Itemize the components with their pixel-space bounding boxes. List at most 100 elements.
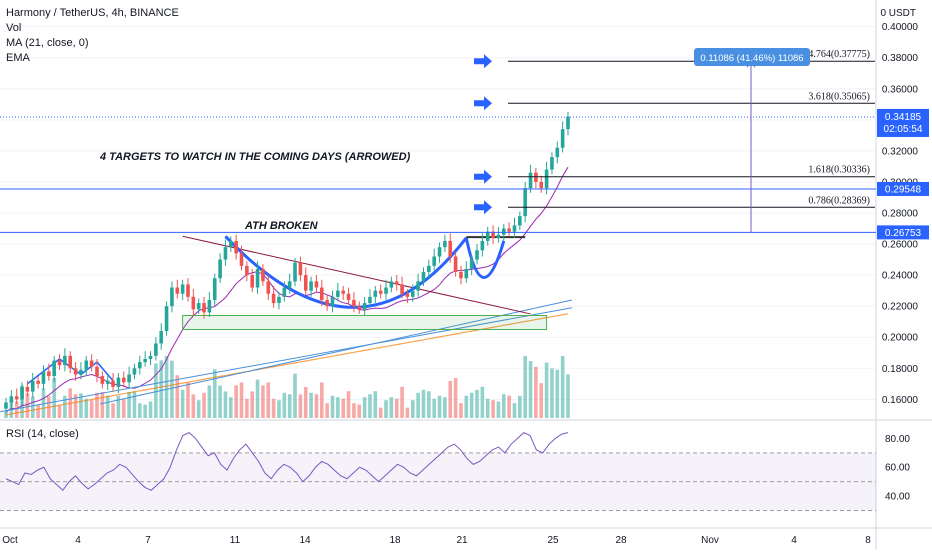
candle-body [4, 402, 8, 409]
level-price-text: 0.26753 [885, 228, 922, 239]
current-price-badge [877, 108, 929, 137]
target-arrow-icon [474, 54, 492, 69]
volume-bar [148, 401, 153, 418]
volume-bar [180, 389, 185, 418]
candle-body [229, 240, 233, 248]
candle-body [480, 240, 485, 251]
candle-body [373, 290, 378, 297]
volume-bar [73, 394, 78, 418]
volume-bar [95, 392, 99, 418]
volume-bar [170, 360, 174, 418]
candle-body [400, 284, 404, 294]
candle-body [191, 296, 196, 310]
candle-body [261, 268, 265, 282]
volume-bar [523, 356, 527, 418]
volume-bar [250, 391, 255, 418]
candle-body [550, 157, 554, 170]
time-tick-label: 18 [389, 535, 401, 546]
candle-body [73, 368, 78, 375]
time-tick-label: 28 [615, 535, 627, 546]
volume-bar [4, 412, 8, 418]
candle-body [309, 281, 313, 291]
volume-bar [63, 395, 67, 418]
volume-bar [239, 382, 244, 418]
volume-bar [566, 374, 570, 418]
candle-body [346, 293, 351, 300]
volume-bar [501, 394, 506, 418]
candle-body [464, 268, 469, 279]
candle-body [448, 240, 453, 257]
candle-body [234, 240, 238, 254]
candle-body [282, 287, 287, 297]
candle-body [523, 188, 527, 217]
ema-indicator-label[interactable]: EMA [6, 52, 30, 64]
fib-level-label: 0.786(0.28369) [808, 195, 870, 206]
candle-body [362, 303, 367, 310]
rsi-tick-label: 80.00 [885, 434, 910, 445]
time-tick-label: Nov [701, 535, 719, 546]
volume-bar [105, 395, 110, 418]
candle-body [196, 303, 201, 310]
candle-body [100, 376, 105, 384]
candle-body [111, 380, 115, 387]
candle-body [20, 386, 24, 400]
price-tick-label: 0.38000 [882, 53, 919, 64]
volume-bar [164, 356, 169, 418]
rsi-tick-label: 40.00 [885, 492, 910, 503]
candle-body [207, 299, 212, 313]
rsi-indicator-label[interactable]: RSI (14, close) [6, 428, 79, 440]
candle-body [501, 228, 506, 235]
resistance-trendline [182, 235, 531, 315]
candle-body [507, 228, 511, 232]
volume-bar [186, 382, 190, 418]
volume-bar [410, 400, 415, 418]
price-tick-label: 0.40000 [882, 22, 919, 33]
candle-body [319, 287, 324, 300]
volume-bar [57, 405, 62, 418]
volume-bar [116, 395, 121, 418]
candle-body [336, 290, 340, 297]
price-tick-label: 0.22000 [882, 302, 919, 313]
candle-body [303, 275, 308, 291]
chart-legend: Harmony / TetherUS, 4h, BINANCE Vol MA (… [6, 6, 179, 66]
symbol-title[interactable]: Harmony / TetherUS, 4h, BINANCE [6, 7, 179, 19]
volume-bar [25, 393, 30, 418]
volume-bar [127, 392, 131, 418]
volume-bar [416, 392, 420, 418]
volume-bar [560, 356, 565, 418]
time-tick-label: 14 [299, 535, 311, 546]
candle-body [121, 377, 126, 383]
candle-body [52, 360, 56, 377]
rsi-tick-label: 60.00 [885, 463, 910, 474]
volume-bar [287, 394, 292, 418]
volume-bar [100, 392, 105, 418]
candle-body [544, 169, 549, 189]
volume-bar [368, 394, 372, 418]
candle-body [528, 172, 533, 189]
candle-body [132, 368, 137, 375]
price-tick-label: 0.36000 [882, 84, 919, 95]
price-tick-label: 0.20000 [882, 333, 919, 344]
volume-bar [373, 391, 378, 418]
candle-body [539, 181, 544, 189]
volume-bar [36, 404, 40, 418]
target-arrow-icon [474, 96, 492, 111]
volume-bar [459, 403, 463, 418]
candle-body [293, 262, 297, 282]
volume-bar [421, 389, 426, 418]
price-pane [0, 0, 876, 420]
candle-body [416, 281, 420, 291]
volume-bar [266, 382, 271, 418]
volume-bar [453, 378, 458, 418]
candle-body [266, 281, 271, 294]
volume-indicator-label[interactable]: Vol [6, 22, 22, 34]
price-tick-label: 0.18000 [882, 364, 919, 375]
candle-body [566, 116, 570, 130]
candle-body [105, 380, 110, 384]
ma-indicator-label[interactable]: MA (21, close, 0) [6, 37, 89, 49]
candle-body [325, 299, 329, 307]
volume-bar [309, 392, 313, 418]
volume-bar [132, 391, 137, 418]
volume-bar [303, 387, 308, 418]
